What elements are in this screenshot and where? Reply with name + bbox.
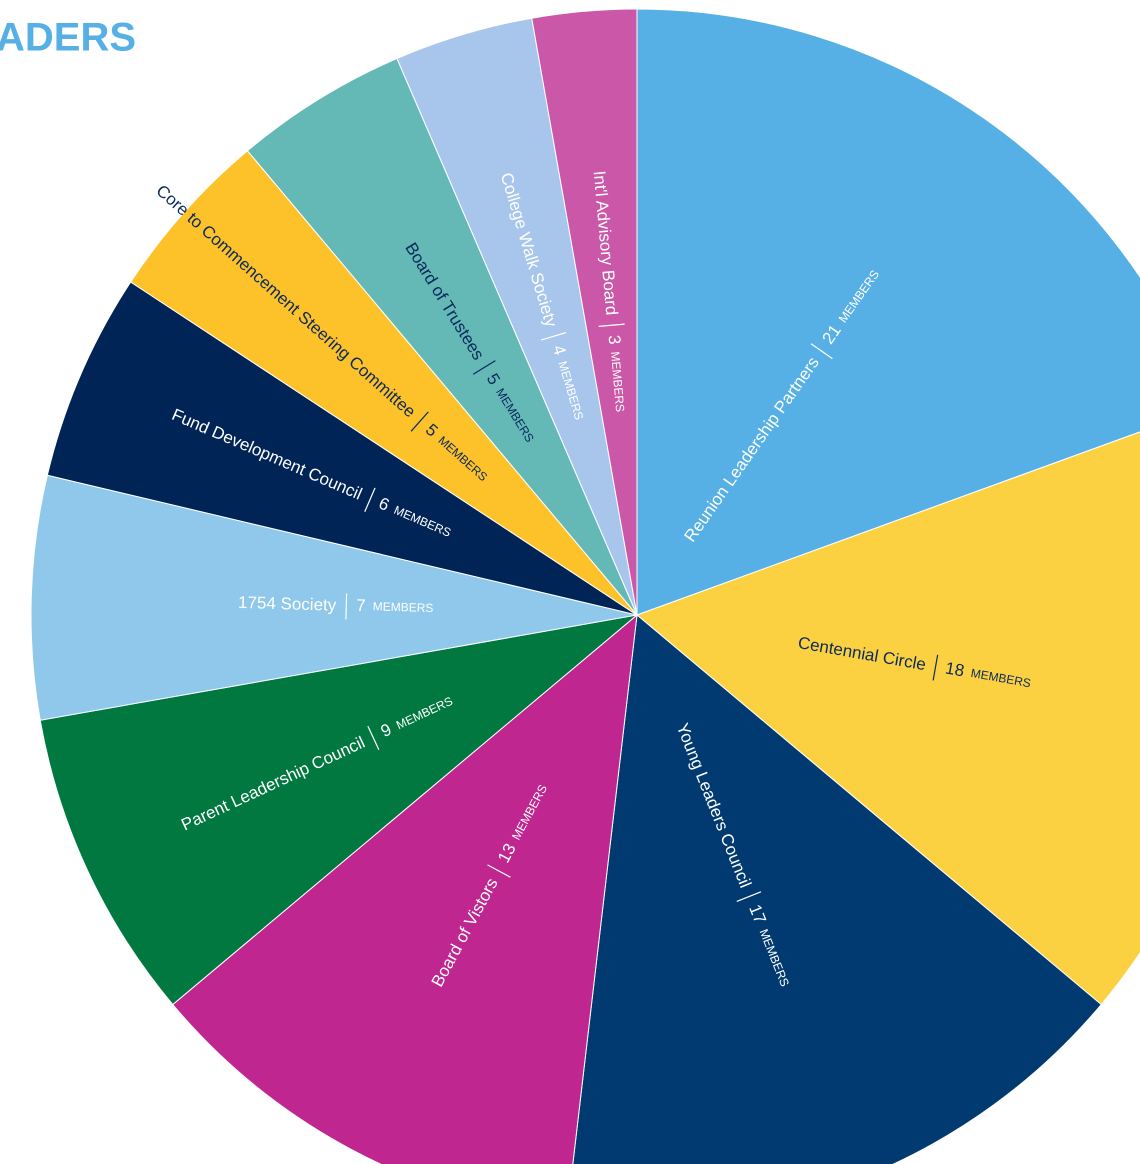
pie-slice <box>636 431 1140 1006</box>
pie-slice <box>130 150 638 616</box>
slice-name: 1754 Society <box>238 593 337 615</box>
label-separator <box>598 323 625 327</box>
chart-title: ADERS <box>0 16 136 60</box>
label-separator <box>540 332 567 341</box>
slice-value-group: 3 MEMBERS <box>604 334 630 413</box>
label-separator <box>367 725 380 750</box>
label-separator <box>487 864 511 878</box>
slice-unit: MEMBERS <box>373 599 434 615</box>
label-separator <box>736 891 762 902</box>
pie-slice <box>572 614 1102 1164</box>
pie-slice <box>531 8 638 616</box>
pie-slice <box>246 57 638 616</box>
slice-value: 3 <box>604 334 624 345</box>
label-separator <box>364 487 376 512</box>
pie-slice <box>30 474 638 721</box>
label-separator <box>410 411 429 432</box>
slice-label: 1754 Society 7 MEMBERS <box>238 593 434 620</box>
label-separator <box>345 593 348 620</box>
label-separator <box>810 343 833 360</box>
slice-value-group: 7 MEMBERS <box>356 596 434 617</box>
pie-slice <box>39 614 639 1006</box>
pie-slice <box>172 613 638 1164</box>
label-separator <box>932 654 939 681</box>
label-separator <box>472 360 496 375</box>
slice-value: 7 <box>356 596 366 615</box>
pie-slice <box>46 281 638 616</box>
pie-slice <box>636 8 1140 616</box>
slice-value: 18 <box>944 659 966 681</box>
slice-unit: MEMBERS <box>608 351 627 413</box>
